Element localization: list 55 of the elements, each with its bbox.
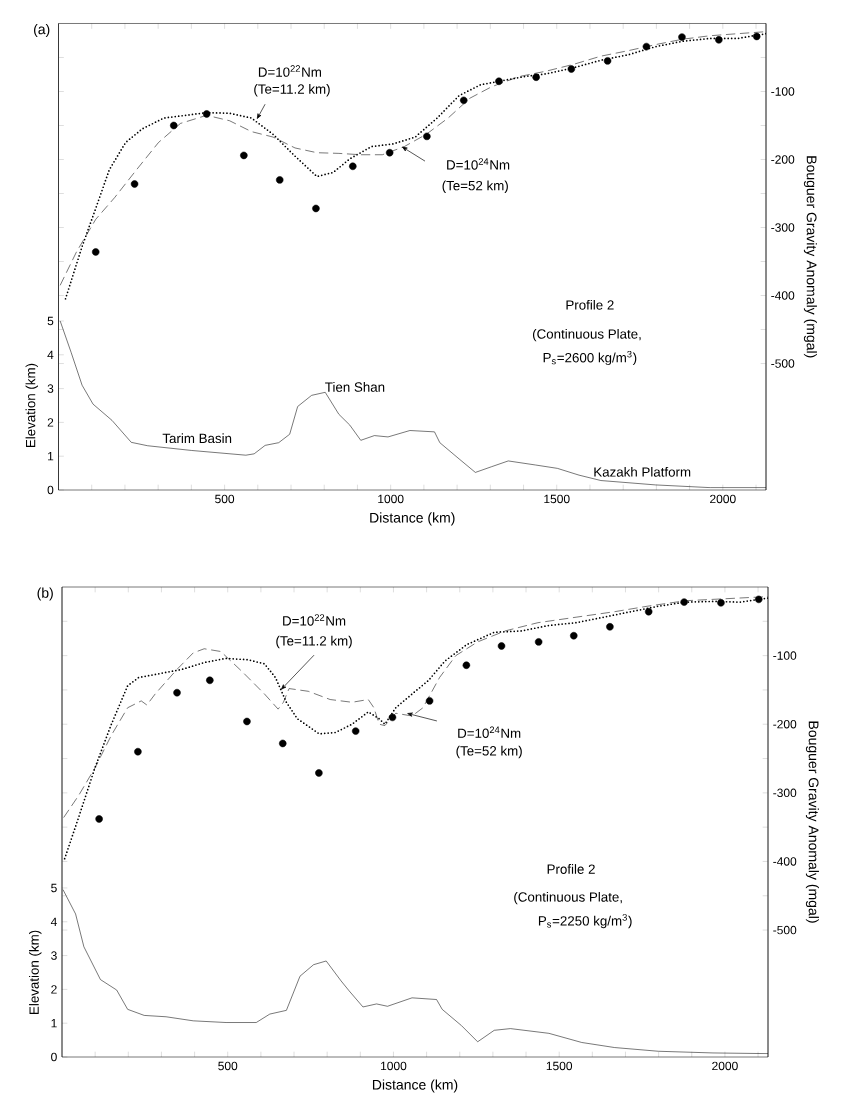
y-tick-label: 4 (47, 350, 54, 359)
y2-tick-label: -200 (773, 719, 797, 729)
annotation: Profile 2 (566, 299, 614, 310)
y-tick-label: 4 (50, 917, 57, 926)
annotation: (Te=11.2 km) (276, 635, 352, 649)
y-tick-label: 5 (47, 316, 54, 326)
annotation: Tien Shan (325, 382, 385, 392)
y2-axis-title: Bouguer Gravity Anomaly (mgal) (805, 721, 819, 923)
y-tick-label: 2 (47, 418, 54, 427)
annotation: D=10$^{24}$Nm (447, 158, 510, 170)
y-tick-label: 3 (51, 951, 57, 960)
y-tick-label: 1 (51, 1019, 57, 1028)
y2-tick-label: -200 (771, 155, 795, 164)
y-tick-label: 2 (51, 985, 57, 994)
x-axis-title: Distance (km) (370, 512, 455, 526)
annotation: (Continuous Plate, (532, 328, 641, 342)
annotation: P$_{s}$=2250 kg/m$^{3}$) (538, 914, 632, 929)
y2-tick-label: -500 (773, 925, 797, 935)
annotation: (Te=11.2 km) (254, 84, 330, 97)
y2-tick-label: -300 (771, 223, 795, 232)
annotation: (Te=52 km) (456, 745, 522, 759)
x-axis-title: Distance (km) (372, 1079, 458, 1093)
y-tick-label: 3 (47, 384, 54, 393)
x-tick-label: 2000 (712, 1061, 738, 1071)
x-tick-label: 1500 (546, 1061, 573, 1071)
annotation: (Te=52 km) (442, 180, 508, 193)
y-tick-label: 0 (47, 485, 54, 495)
x-tick-label: 1000 (378, 494, 404, 504)
annotation: D=10$^{24}$Nm (458, 726, 521, 738)
x-tick-label: 2000 (710, 494, 736, 504)
y-axis-title: Elevation (km) (29, 930, 42, 1014)
y-tick-label: 0 (51, 1052, 57, 1062)
y2-tick-label: -100 (773, 651, 797, 660)
y2-tick-label: -500 (771, 359, 795, 368)
y2-tick-label: -400 (773, 857, 797, 866)
y2-tick-label: -300 (773, 788, 797, 798)
y2-tick-label: -100 (771, 87, 795, 96)
y2-tick-label: -400 (771, 291, 795, 300)
annotation: Kazakh Platform (594, 466, 691, 477)
annotation: P$_{s}$=2600 kg/m$^{3}$) (543, 350, 637, 366)
annotation: Profile 2 (547, 864, 595, 874)
x-tick-label: 500 (215, 494, 235, 504)
y2-axis-title: Bouguer Gravity Anomaly (mgal) (803, 156, 817, 358)
annotation: D=10$^{22}$Nm (258, 65, 321, 77)
y-tick-label: 5 (51, 883, 57, 893)
chart-title: (a) (34, 23, 50, 38)
x-tick-label: 1500 (544, 494, 570, 504)
chart-title: (b) (37, 587, 53, 601)
x-tick-label: 1000 (381, 1061, 407, 1071)
annotation: D=10$^{22}$Nm (283, 614, 346, 626)
y-tick-label: 1 (48, 452, 54, 461)
x-tick-label: 500 (218, 1061, 238, 1071)
annotation: (Continuous Plate, (514, 891, 622, 905)
annotation: Tarim Basin (162, 433, 232, 444)
y-axis-title: Elevation (km) (25, 363, 38, 448)
